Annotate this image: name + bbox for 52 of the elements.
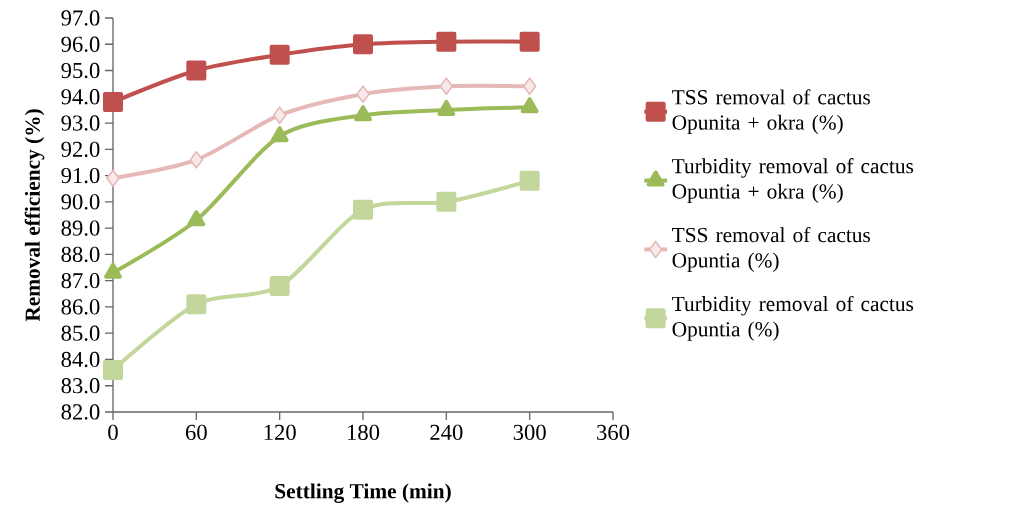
legend-label: TSS removal of cactus Opunita + okra (%): [672, 89, 870, 135]
x-axis-title: Settling Time (min): [275, 483, 451, 503]
y-tick-label: 91.0: [61, 167, 100, 184]
point: [189, 151, 204, 169]
point: [103, 359, 123, 380]
legend-label: TSS removal of cactus Opuntia (%): [672, 227, 870, 272]
legend-label: Turbidity removal of cactus Opuntia (%): [672, 295, 914, 341]
y-tick-label: 85.0: [61, 325, 100, 341]
y-tick-label: 92.0: [61, 141, 100, 158]
y-tick-label: 97.0: [61, 10, 100, 26]
point: [519, 31, 540, 52]
point: [186, 294, 207, 315]
legend-label: Turbidity removal of cactus Opuntia + okra (%): [672, 158, 914, 203]
point: [186, 60, 207, 81]
y-tick-label: 84.0: [61, 351, 100, 368]
point: [103, 92, 123, 113]
point: [272, 106, 287, 124]
x-tick-label: 240: [430, 424, 463, 441]
y-tick-label: 86.0: [61, 299, 100, 315]
y-tick-label: 95.0: [61, 62, 100, 79]
y-tick-label: 88.0: [61, 246, 100, 263]
x-tick-label: 180: [347, 424, 380, 441]
x-tick-label: 0: [108, 424, 118, 441]
y-tick-label: 94.0: [61, 89, 100, 105]
point: [353, 34, 373, 55]
point: [354, 105, 372, 122]
y-axis-title: Removal efficiency (%): [24, 109, 45, 322]
point: [356, 85, 370, 103]
y-tick-label: 82.0: [61, 404, 100, 420]
y-tick-label: 96.0: [61, 36, 100, 52]
point: [436, 31, 457, 52]
y-tick-label: 90.0: [61, 194, 100, 210]
point: [520, 97, 539, 114]
y-tick-label: 87.0: [61, 272, 100, 289]
point: [269, 275, 290, 296]
x-tick-label: 120: [264, 424, 296, 441]
point: [436, 191, 457, 212]
x-tick-label: 300: [513, 424, 546, 441]
point: [269, 44, 290, 65]
y-tick-label: 93.0: [61, 115, 100, 131]
y-tick-label: 89.0: [61, 220, 100, 236]
point: [104, 262, 122, 279]
point: [270, 126, 289, 143]
point: [439, 77, 454, 96]
point: [522, 77, 537, 96]
x-tick-label: 60: [185, 424, 207, 441]
point: [106, 169, 120, 188]
point: [519, 170, 540, 191]
y-tick-label: 83.0: [61, 378, 100, 394]
point: [187, 210, 206, 227]
x-tick-label: 360: [597, 424, 630, 441]
point: [353, 199, 373, 220]
